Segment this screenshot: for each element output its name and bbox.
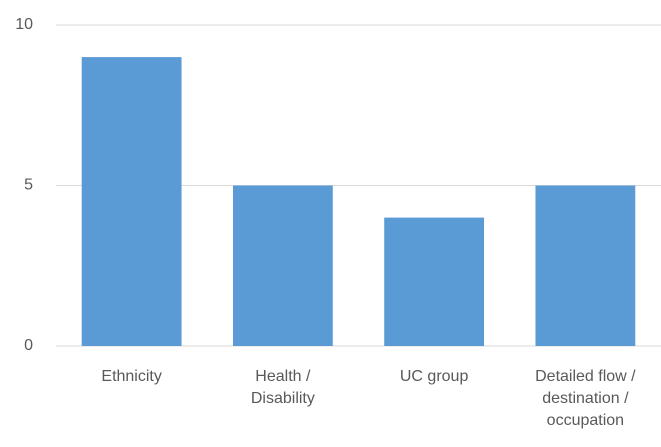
bar [232,185,333,346]
y-tick-label: 0 [24,337,33,354]
y-tick-label: 10 [15,16,33,33]
bar [535,185,636,346]
y-tick-label: 5 [24,177,33,194]
x-tick-label: Detailed flow / destination / occupation [535,368,636,429]
x-tick-label: Ethnicity [101,368,162,385]
x-tick-label: UC group [399,368,469,385]
x-tick-label: Health / Disability [250,368,315,407]
bar [81,57,182,346]
bar [384,217,485,346]
